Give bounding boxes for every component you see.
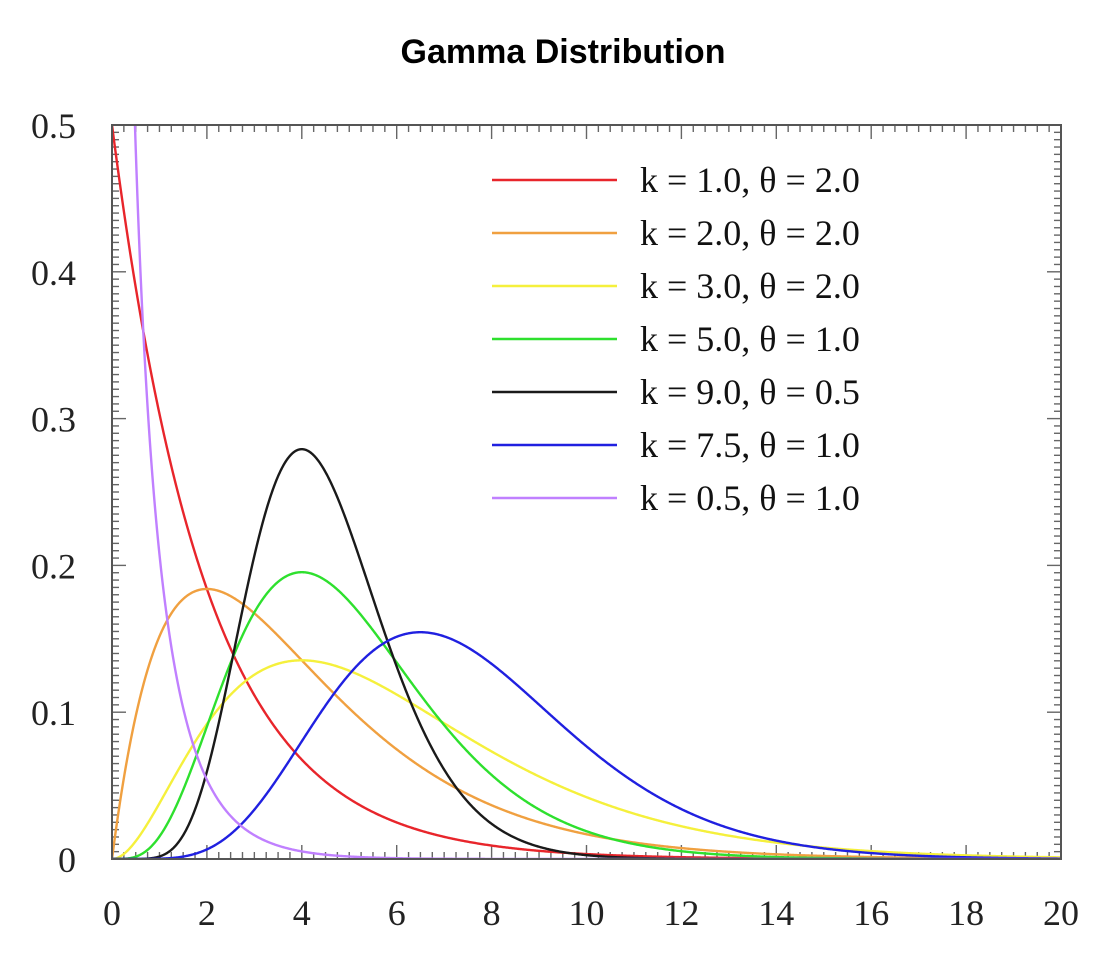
x-tick-label: 8 <box>483 893 501 933</box>
x-tick-label: 0 <box>103 893 121 933</box>
legend: k = 1.0, θ = 2.0 k = 2.0, θ = 2.0 k = 3.0,… <box>492 160 860 518</box>
x-tick-label: 16 <box>853 893 889 933</box>
series-lines <box>112 125 1061 859</box>
y-tick-label: 0 <box>58 840 76 880</box>
series-line <box>112 447 1061 859</box>
legend-label: k = 2.0, θ = 2.0 <box>640 213 860 253</box>
x-tick-label: 14 <box>758 893 794 933</box>
axis-ticks <box>111 124 1062 860</box>
legend-label: k = 1.0, θ = 2.0 <box>640 160 860 200</box>
x-tick-label: 4 <box>293 893 311 933</box>
series-line <box>112 587 1061 859</box>
series-line <box>112 125 1061 859</box>
tick-labels: 0 2 4 6 8 10 12 14 16 18 20 0 0.1 0.2 0.3 0.4 0.5 <box>31 106 1079 933</box>
y-tick-label: 0.1 <box>31 693 76 733</box>
x-tick-label: 2 <box>198 893 216 933</box>
x-tick-label: 12 <box>663 893 699 933</box>
series-line <box>112 659 1061 859</box>
y-tick-label: 0.2 <box>31 546 76 586</box>
x-tick-label: 6 <box>388 893 406 933</box>
legend-label: k = 5.0, θ = 1.0 <box>640 319 860 359</box>
series-line <box>112 571 1061 859</box>
x-tick-label: 18 <box>948 893 984 933</box>
y-tick-label: 0.5 <box>31 106 76 146</box>
y-tick-label: 0.4 <box>31 253 76 293</box>
chart-title: Gamma Distribution <box>401 33 726 71</box>
legend-label: k = 0.5, θ = 1.0 <box>640 478 860 518</box>
plot-frame <box>111 124 1062 860</box>
series-line <box>112 631 1061 859</box>
legend-label: k = 7.5, θ = 1.0 <box>640 425 860 465</box>
x-tick-label: 10 <box>569 893 605 933</box>
x-tick-label: 20 <box>1043 893 1079 933</box>
legend-label: k = 3.0, θ = 2.0 <box>640 266 860 306</box>
legend-label: k = 9.0, θ = 0.5 <box>640 372 860 412</box>
y-tick-label: 0.3 <box>31 400 76 440</box>
